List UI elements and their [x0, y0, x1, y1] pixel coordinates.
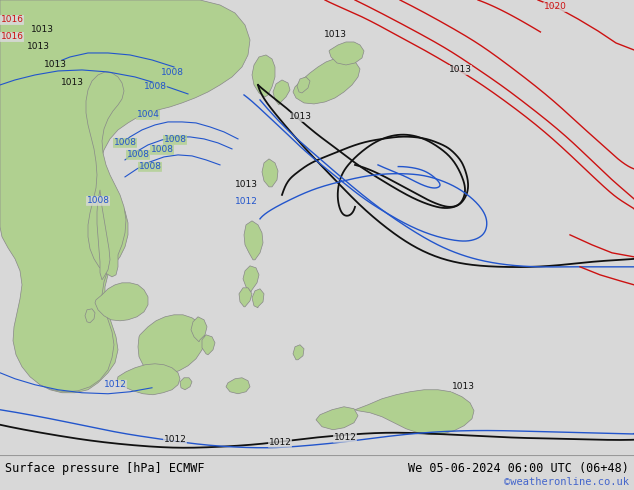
Text: 1013: 1013	[448, 66, 472, 74]
Polygon shape	[138, 315, 205, 374]
Text: 1016: 1016	[1, 16, 23, 24]
Polygon shape	[244, 221, 263, 260]
Text: 1016: 1016	[1, 32, 23, 42]
Text: 1008: 1008	[86, 196, 110, 205]
Polygon shape	[293, 345, 304, 360]
Text: 1008: 1008	[127, 150, 150, 159]
Text: We 05-06-2024 06:00 UTC (06+48): We 05-06-2024 06:00 UTC (06+48)	[408, 462, 629, 475]
Polygon shape	[85, 309, 95, 323]
Polygon shape	[252, 55, 275, 97]
Text: 1013: 1013	[27, 43, 49, 51]
Polygon shape	[86, 72, 126, 277]
Text: 1008: 1008	[164, 135, 186, 145]
Text: 1008: 1008	[150, 146, 174, 154]
Text: 1020: 1020	[543, 2, 566, 11]
Polygon shape	[297, 77, 310, 93]
Polygon shape	[0, 0, 250, 392]
Polygon shape	[293, 58, 360, 104]
Polygon shape	[95, 283, 148, 321]
Text: 1013: 1013	[235, 180, 257, 190]
Text: 1012: 1012	[269, 438, 292, 447]
Polygon shape	[226, 378, 250, 394]
Polygon shape	[262, 159, 278, 187]
Text: 1008: 1008	[143, 82, 167, 92]
Polygon shape	[239, 288, 252, 307]
Text: 1013: 1013	[44, 60, 67, 70]
Polygon shape	[180, 378, 192, 390]
Polygon shape	[97, 190, 110, 280]
Polygon shape	[117, 364, 180, 395]
Polygon shape	[0, 0, 128, 393]
Text: 1012: 1012	[333, 433, 356, 442]
Text: 1008: 1008	[113, 138, 136, 147]
Polygon shape	[202, 335, 215, 355]
Text: 1012: 1012	[164, 435, 186, 444]
Polygon shape	[273, 80, 290, 105]
Text: 1012: 1012	[235, 197, 257, 206]
Text: 1013: 1013	[288, 112, 311, 122]
Polygon shape	[191, 317, 207, 342]
Text: 1013: 1013	[323, 30, 347, 40]
Text: 1013: 1013	[30, 25, 53, 34]
Polygon shape	[252, 289, 264, 308]
Text: 1004: 1004	[136, 110, 159, 120]
Text: 1013: 1013	[60, 78, 84, 87]
Text: 1012: 1012	[103, 380, 126, 389]
Polygon shape	[329, 42, 364, 65]
Text: 1008: 1008	[160, 69, 183, 77]
Text: 1008: 1008	[138, 162, 162, 171]
Polygon shape	[316, 407, 358, 430]
Text: ©weatheronline.co.uk: ©weatheronline.co.uk	[504, 477, 629, 487]
Polygon shape	[355, 390, 474, 435]
Text: Surface pressure [hPa] ECMWF: Surface pressure [hPa] ECMWF	[5, 462, 205, 475]
Polygon shape	[243, 266, 259, 292]
Text: 1013: 1013	[451, 382, 474, 391]
